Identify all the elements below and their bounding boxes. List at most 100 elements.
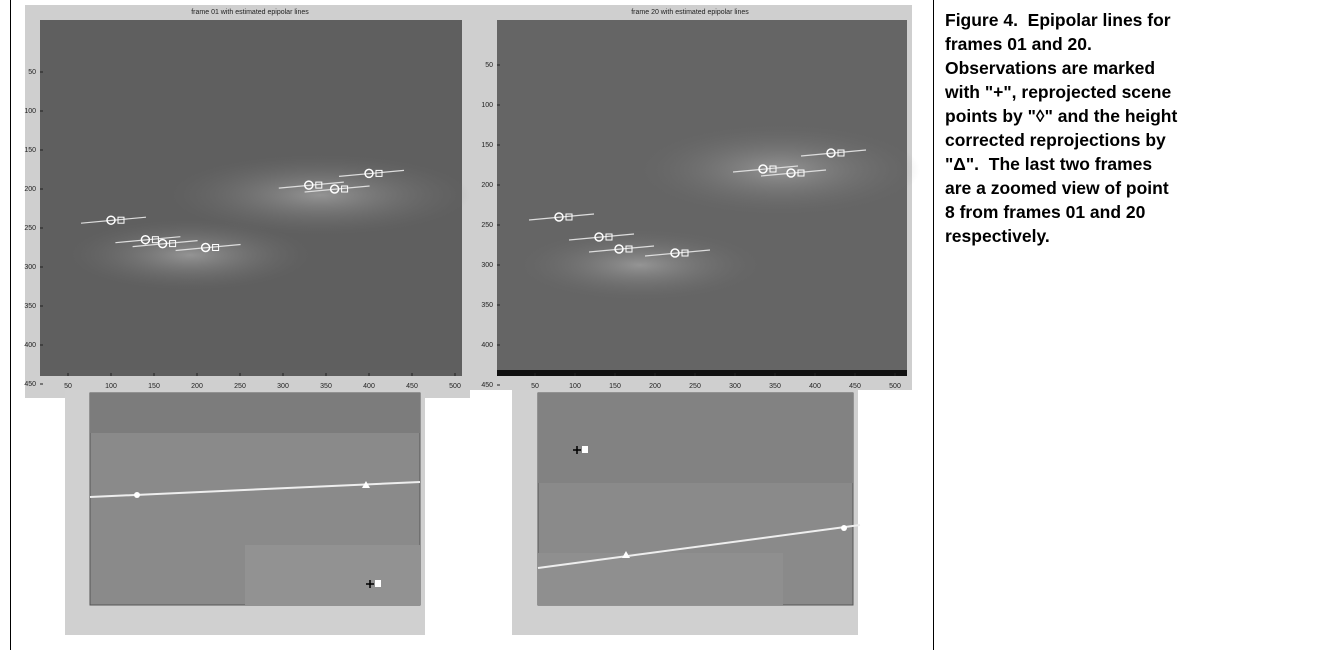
x-tick-label: 50 bbox=[531, 383, 539, 390]
marker bbox=[841, 525, 847, 531]
y-tick-label: 50 bbox=[28, 69, 36, 76]
y-tick-label: 150 bbox=[481, 142, 493, 149]
caption-line: frames 01 and 20. bbox=[945, 34, 1092, 54]
y-tick-label: 350 bbox=[481, 302, 493, 309]
zoom-cell bbox=[90, 393, 420, 433]
epipolar-line bbox=[528, 213, 595, 221]
x-tick-label: 50 bbox=[64, 383, 72, 390]
y-tick-label: 250 bbox=[24, 225, 36, 232]
image-border bbox=[497, 370, 907, 376]
plot-annotations: frame 01 with estimated epipolar lines 50… bbox=[24, 9, 901, 390]
x-tick-label: 300 bbox=[277, 383, 289, 390]
y-tick-label: 100 bbox=[481, 102, 493, 109]
marker bbox=[573, 446, 581, 454]
figure-title: frame 01 with estimated epipolar lines bbox=[191, 9, 309, 16]
y-tick-label: 350 bbox=[24, 303, 36, 310]
marker bbox=[565, 213, 573, 221]
x-tick-label: 400 bbox=[363, 383, 375, 390]
image-region bbox=[70, 220, 310, 290]
epipolar-line bbox=[338, 169, 405, 177]
caption-line: 8 from frames 01 and 20 bbox=[945, 202, 1146, 222]
marker bbox=[200, 242, 211, 253]
epipolar-line bbox=[132, 240, 198, 248]
marker bbox=[582, 446, 588, 453]
y-tick-label: 450 bbox=[481, 382, 493, 389]
figure-title: frame 20 with estimated epipolar lines bbox=[631, 9, 749, 16]
caption-line: with "+", reprojected scene bbox=[945, 82, 1172, 102]
marker bbox=[304, 180, 314, 190]
caption-line: Observations are marked bbox=[945, 58, 1156, 78]
x-tick-label: 350 bbox=[769, 383, 781, 390]
y-tick-label: 400 bbox=[481, 342, 493, 349]
marker bbox=[375, 580, 381, 587]
epipolar-line bbox=[278, 181, 344, 189]
x-tick-label: 300 bbox=[729, 383, 741, 390]
x-tick-label: 450 bbox=[406, 383, 418, 390]
epipolar-line bbox=[644, 249, 711, 257]
marker bbox=[366, 580, 374, 588]
marker bbox=[769, 165, 777, 173]
epipolar-line bbox=[760, 169, 827, 177]
x-tick-label: 450 bbox=[849, 383, 861, 390]
zoom-cell bbox=[245, 545, 420, 605]
image-region bbox=[640, 125, 920, 215]
marker bbox=[169, 240, 177, 248]
marker bbox=[605, 233, 613, 241]
caption-line: "Δ". The last two frames bbox=[945, 154, 1153, 174]
caption-line: are a zoomed view of point bbox=[945, 178, 1169, 198]
epipolar-line bbox=[175, 243, 241, 252]
zoom-cell bbox=[538, 393, 853, 483]
marker bbox=[151, 236, 159, 244]
marker bbox=[341, 185, 349, 193]
epipolar-line bbox=[115, 236, 181, 244]
marker bbox=[212, 244, 220, 251]
marker bbox=[106, 215, 116, 225]
marker bbox=[157, 238, 168, 249]
x-tick-label: 200 bbox=[191, 383, 203, 390]
marker bbox=[681, 249, 689, 257]
y-tick-label: 400 bbox=[24, 342, 36, 349]
epipolar-line bbox=[304, 185, 370, 193]
figure-frame bbox=[10, 0, 934, 650]
caption-line: respectively. bbox=[945, 226, 1050, 246]
marker bbox=[364, 168, 374, 179]
y-tick-label: 450 bbox=[24, 381, 36, 388]
zoom-cell bbox=[538, 553, 783, 605]
marker bbox=[837, 149, 845, 157]
x-tick-label: 150 bbox=[148, 383, 160, 390]
caption-line: Figure 4. Epipolar lines for bbox=[945, 10, 1171, 30]
x-tick-label: 500 bbox=[889, 383, 901, 390]
x-tick-label: 500 bbox=[449, 383, 461, 390]
marker bbox=[758, 164, 768, 174]
y-tick-label: 250 bbox=[481, 222, 493, 229]
y-tick-label: 200 bbox=[24, 186, 36, 193]
x-tick-label: 100 bbox=[569, 383, 581, 390]
epipolar-line bbox=[568, 233, 635, 241]
y-tick-label: 200 bbox=[481, 182, 493, 189]
y-tick-label: 150 bbox=[24, 147, 36, 154]
x-tick-label: 250 bbox=[689, 383, 701, 390]
marker bbox=[362, 481, 370, 488]
image-region bbox=[520, 230, 760, 300]
marker bbox=[375, 169, 383, 177]
x-tick-label: 150 bbox=[609, 383, 621, 390]
marker bbox=[134, 492, 140, 498]
y-tick-label: 50 bbox=[485, 62, 493, 69]
marker bbox=[140, 234, 151, 245]
epipolar-line bbox=[800, 149, 867, 157]
x-tick-label: 350 bbox=[320, 383, 332, 390]
epipolar-line bbox=[80, 216, 147, 224]
caption-line: corrected reprojections by bbox=[945, 130, 1166, 150]
caption: Figure 4. Epipolar lines for frames 01 an… bbox=[945, 8, 1310, 248]
marker bbox=[797, 169, 805, 177]
x-tick-label: 100 bbox=[105, 383, 117, 390]
epipolar-line bbox=[732, 165, 799, 173]
marker bbox=[329, 184, 340, 194]
x-tick-label: 250 bbox=[234, 383, 246, 390]
marker bbox=[315, 181, 323, 189]
marker bbox=[826, 148, 836, 158]
figures: frame 01 with estimated epipolar lines 50… bbox=[24, 5, 920, 635]
marker bbox=[625, 245, 633, 253]
epipolar-line bbox=[588, 245, 655, 253]
